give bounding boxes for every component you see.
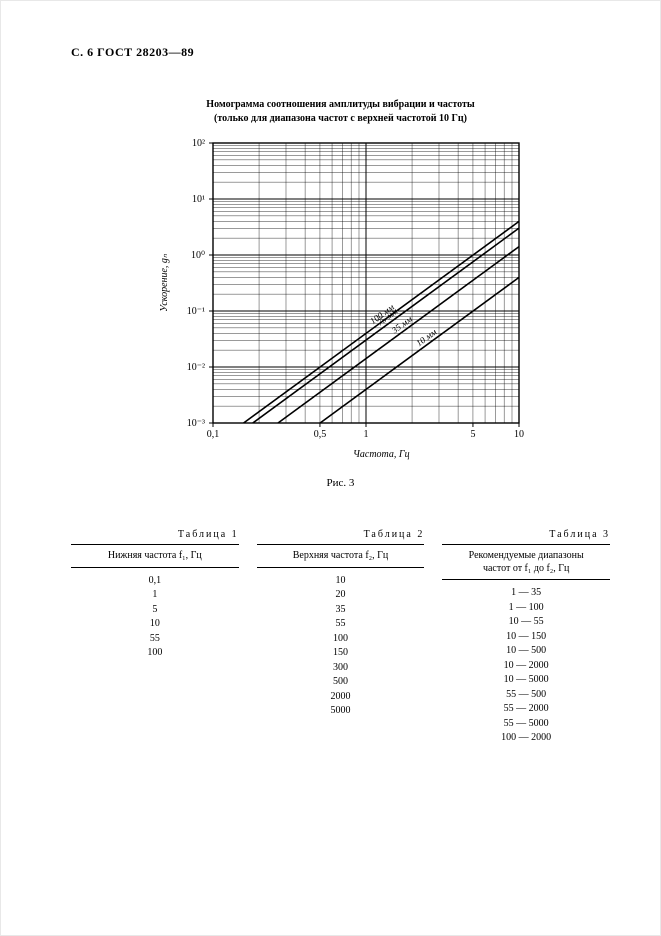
page-header: С. 6 ГОСТ 28203—89: [71, 45, 610, 60]
table-row: 55 — 2000: [442, 702, 610, 717]
table-row: 300: [257, 661, 425, 676]
svg-text:Ускорение, gₙ: Ускорение, gₙ: [159, 253, 170, 312]
table-row: 10 — 5000: [442, 673, 610, 688]
svg-text:10²: 10²: [192, 138, 205, 149]
table-row: 5000: [257, 704, 425, 719]
chart-title: Номограмма соотношения амплитуды вибраци…: [71, 98, 610, 125]
table-3-body: 1 — 351 — 10010 — 5510 — 15010 — 50010 —…: [442, 580, 610, 746]
table-3-header: Рекомендуемые диапазоны частот от f₁ до …: [442, 548, 610, 580]
svg-text:0,1: 0,1: [206, 429, 219, 440]
table-row: 55 — 500: [442, 688, 610, 703]
chart-title-line1: Номограмма соотношения амплитуды вибраци…: [206, 99, 474, 110]
table-3: Таблица 3 Рекомендуемые диапазоны частот…: [442, 529, 610, 746]
table-row: 35: [257, 603, 425, 618]
chart-title-line2: (только для диапазона частот с верхней ч…: [214, 113, 467, 124]
table-1-caption: Таблица 1: [71, 529, 239, 545]
svg-text:10⁰: 10⁰: [190, 250, 204, 261]
table-row: 10: [257, 574, 425, 589]
table-2-body: 1020355510015030050020005000: [257, 568, 425, 719]
table-3-caption: Таблица 3: [442, 529, 610, 545]
svg-text:10⁻³: 10⁻³: [186, 418, 204, 429]
table-row: 55 — 5000: [442, 717, 610, 732]
table-row: 10 — 150: [442, 630, 610, 645]
table-row: 150: [257, 646, 425, 661]
table-1-body: 0,1151055100: [71, 568, 239, 661]
svg-text:10¹: 10¹: [192, 194, 205, 205]
table-row: 100: [71, 646, 239, 661]
svg-text:Частота, Гц: Частота, Гц: [353, 449, 410, 460]
table-row: 0,1: [71, 574, 239, 589]
svg-text:1: 1: [363, 429, 368, 440]
svg-text:5: 5: [470, 429, 475, 440]
table-row: 100 — 2000: [442, 731, 610, 746]
table-row: 1 — 100: [442, 601, 610, 616]
table-row: 500: [257, 675, 425, 690]
table-2: Таблица 2 Верхняя частота f₂, Гц 1020355…: [257, 529, 425, 746]
svg-text:0,5: 0,5: [313, 429, 326, 440]
svg-text:10⁻²: 10⁻²: [186, 362, 204, 373]
table-row: 2000: [257, 690, 425, 705]
table-row: 20: [257, 588, 425, 603]
table-row: 10 — 55: [442, 615, 610, 630]
table-row: 1 — 35: [442, 586, 610, 601]
table-row: 55: [71, 632, 239, 647]
svg-text:10⁻¹: 10⁻¹: [186, 306, 204, 317]
figure-caption: Рис. 3: [71, 477, 610, 489]
table-row: 100: [257, 632, 425, 647]
table-2-header: Верхняя частота f₂, Гц: [257, 548, 425, 568]
table-3-header-line2: частот от f₁ до f₂, Гц: [442, 563, 610, 576]
tables-row: Таблица 1 Нижняя частота f₁, Гц 0,115105…: [71, 529, 610, 746]
table-row: 10 — 500: [442, 644, 610, 659]
page: С. 6 ГОСТ 28203—89 Номограмма соотношени…: [0, 0, 661, 936]
table-2-caption: Таблица 2: [257, 529, 425, 545]
table-row: 5: [71, 603, 239, 618]
table-1-header: Нижняя частота f₁, Гц: [71, 548, 239, 568]
table-1: Таблица 1 Нижняя частота f₁, Гц 0,115105…: [71, 529, 239, 746]
nomogram-chart: 10 мм35 мм75 мм100 мм0,10,5151010⁻³10⁻²1…: [151, 135, 531, 465]
svg-text:10: 10: [514, 429, 524, 440]
table-row: 55: [257, 617, 425, 632]
table-row: 10 — 2000: [442, 659, 610, 674]
table-row: 1: [71, 588, 239, 603]
table-3-header-line1: Рекомендуемые диапазоны: [442, 550, 610, 563]
table-row: 10: [71, 617, 239, 632]
chart-container: 10 мм35 мм75 мм100 мм0,10,5151010⁻³10⁻²1…: [151, 135, 531, 465]
